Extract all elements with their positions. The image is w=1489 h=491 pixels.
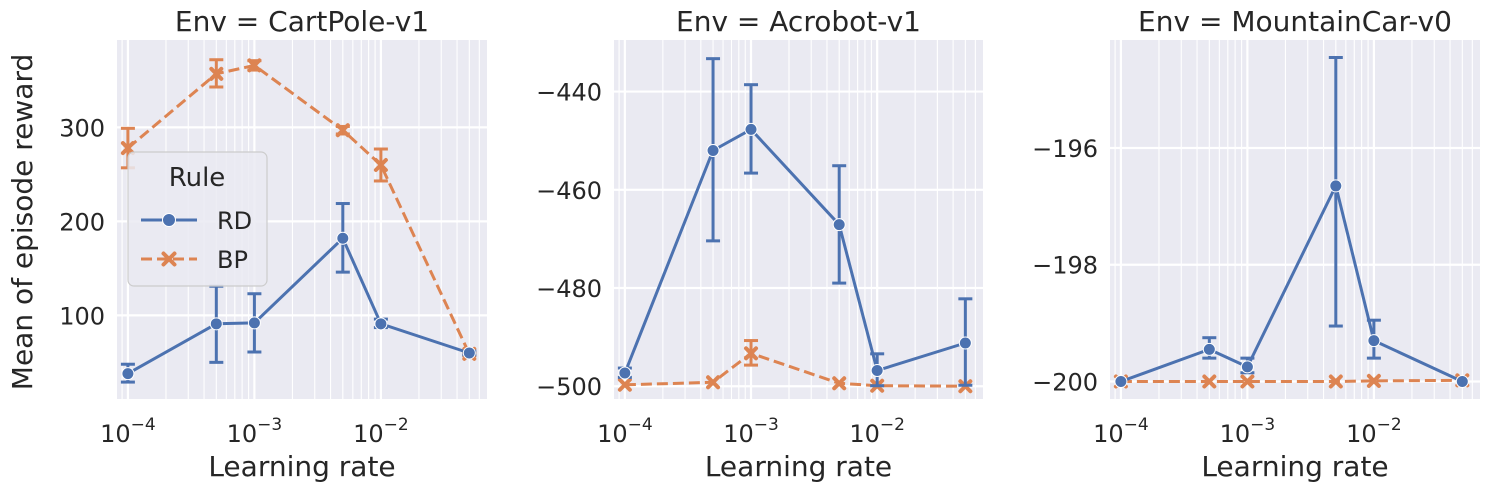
data-point — [1329, 179, 1343, 193]
data-point — [1328, 374, 1343, 389]
data-point — [374, 317, 388, 331]
series-rd — [1114, 56, 1469, 388]
data-point — [336, 231, 350, 245]
y-tick-label: −440 — [536, 79, 602, 107]
legend-title: Rule — [169, 163, 226, 193]
x-tick-label: 10−4 — [1093, 415, 1149, 448]
series-line — [624, 351, 966, 388]
data-point — [209, 66, 224, 81]
x-axis-label: Learning rate — [1201, 450, 1388, 483]
legend-marker — [161, 251, 177, 267]
panel-title: Env = CartPole-v1 — [175, 5, 429, 38]
panel-title: Env = Acrobot-v1 — [676, 5, 921, 38]
data-point — [209, 317, 223, 331]
series-rd — [120, 202, 477, 384]
legend: Rule RD BP — [127, 151, 268, 287]
plot-background — [1110, 40, 1480, 399]
data-point — [744, 122, 758, 136]
legend-label: RD — [217, 207, 252, 235]
y-tick-label: 300 — [59, 114, 105, 142]
data-point — [617, 377, 632, 392]
data-point — [1240, 374, 1255, 389]
y-tick-label: −198 — [1032, 252, 1098, 280]
series-line — [623, 127, 966, 374]
chart-panel-1: 100 200 300 10−4 10−3 10−2 Env = CartPole-v1 Le… — [59, 5, 487, 483]
series-line — [126, 63, 471, 355]
x-tick-label: 10−2 — [353, 415, 409, 448]
data-point — [247, 316, 261, 330]
data-point — [958, 336, 972, 350]
plot-background — [614, 40, 983, 399]
data-point — [706, 375, 721, 390]
series-rd — [617, 57, 973, 388]
x-tick-label: 10−4 — [597, 415, 653, 448]
chart-panel-3: −196 −198 −200 10−4 10−3 10−2 Env = MountainCa… — [1032, 5, 1480, 483]
x-tick-label: 10−3 — [723, 415, 779, 448]
x-tick-label: 10−3 — [1220, 415, 1276, 448]
data-point — [618, 366, 632, 380]
data-point — [1455, 374, 1469, 388]
x-axis-label: Learning rate — [705, 450, 892, 483]
data-point — [335, 123, 350, 138]
y-tick-label: 200 — [59, 208, 105, 236]
data-point — [744, 346, 759, 361]
data-point — [1202, 374, 1217, 389]
data-point — [462, 346, 476, 360]
data-point — [120, 141, 135, 156]
chart-panel-2: −440 −460 −480 −500 10−4 10−3 10−2 Env = Acrobo… — [536, 5, 983, 483]
series-line — [1120, 378, 1463, 383]
x-tick-label: 10−2 — [849, 415, 905, 448]
y-tick-label: −200 — [1032, 368, 1098, 396]
y-axis-label: Mean of episode reward — [6, 54, 39, 390]
data-point — [1366, 373, 1381, 388]
data-point — [1367, 334, 1381, 348]
data-point — [247, 58, 262, 73]
data-point — [1240, 360, 1254, 374]
x-axis-label: Learning rate — [208, 450, 395, 483]
data-point — [870, 364, 884, 378]
data-point — [121, 367, 135, 381]
x-tick-label: 10−3 — [227, 415, 283, 448]
series-line — [1120, 184, 1463, 383]
legend-label: BP — [217, 246, 248, 274]
x-tick-label: 10−2 — [1346, 415, 1402, 448]
data-point — [832, 218, 846, 232]
panel-title: Env = MountainCar-v0 — [1138, 5, 1452, 38]
y-tick-label: −460 — [536, 177, 602, 205]
data-point — [1114, 374, 1128, 388]
y-tick-label: −500 — [536, 373, 602, 401]
data-point — [832, 376, 847, 391]
data-point — [706, 143, 720, 157]
series-line — [127, 236, 470, 375]
y-tick-label: −480 — [536, 275, 602, 303]
legend-marker — [162, 213, 176, 227]
y-tick-label: 100 — [59, 302, 105, 330]
x-tick-label: 10−4 — [100, 415, 156, 448]
data-point — [373, 157, 388, 172]
data-point — [1202, 342, 1216, 356]
y-tick-label: −196 — [1032, 135, 1098, 163]
